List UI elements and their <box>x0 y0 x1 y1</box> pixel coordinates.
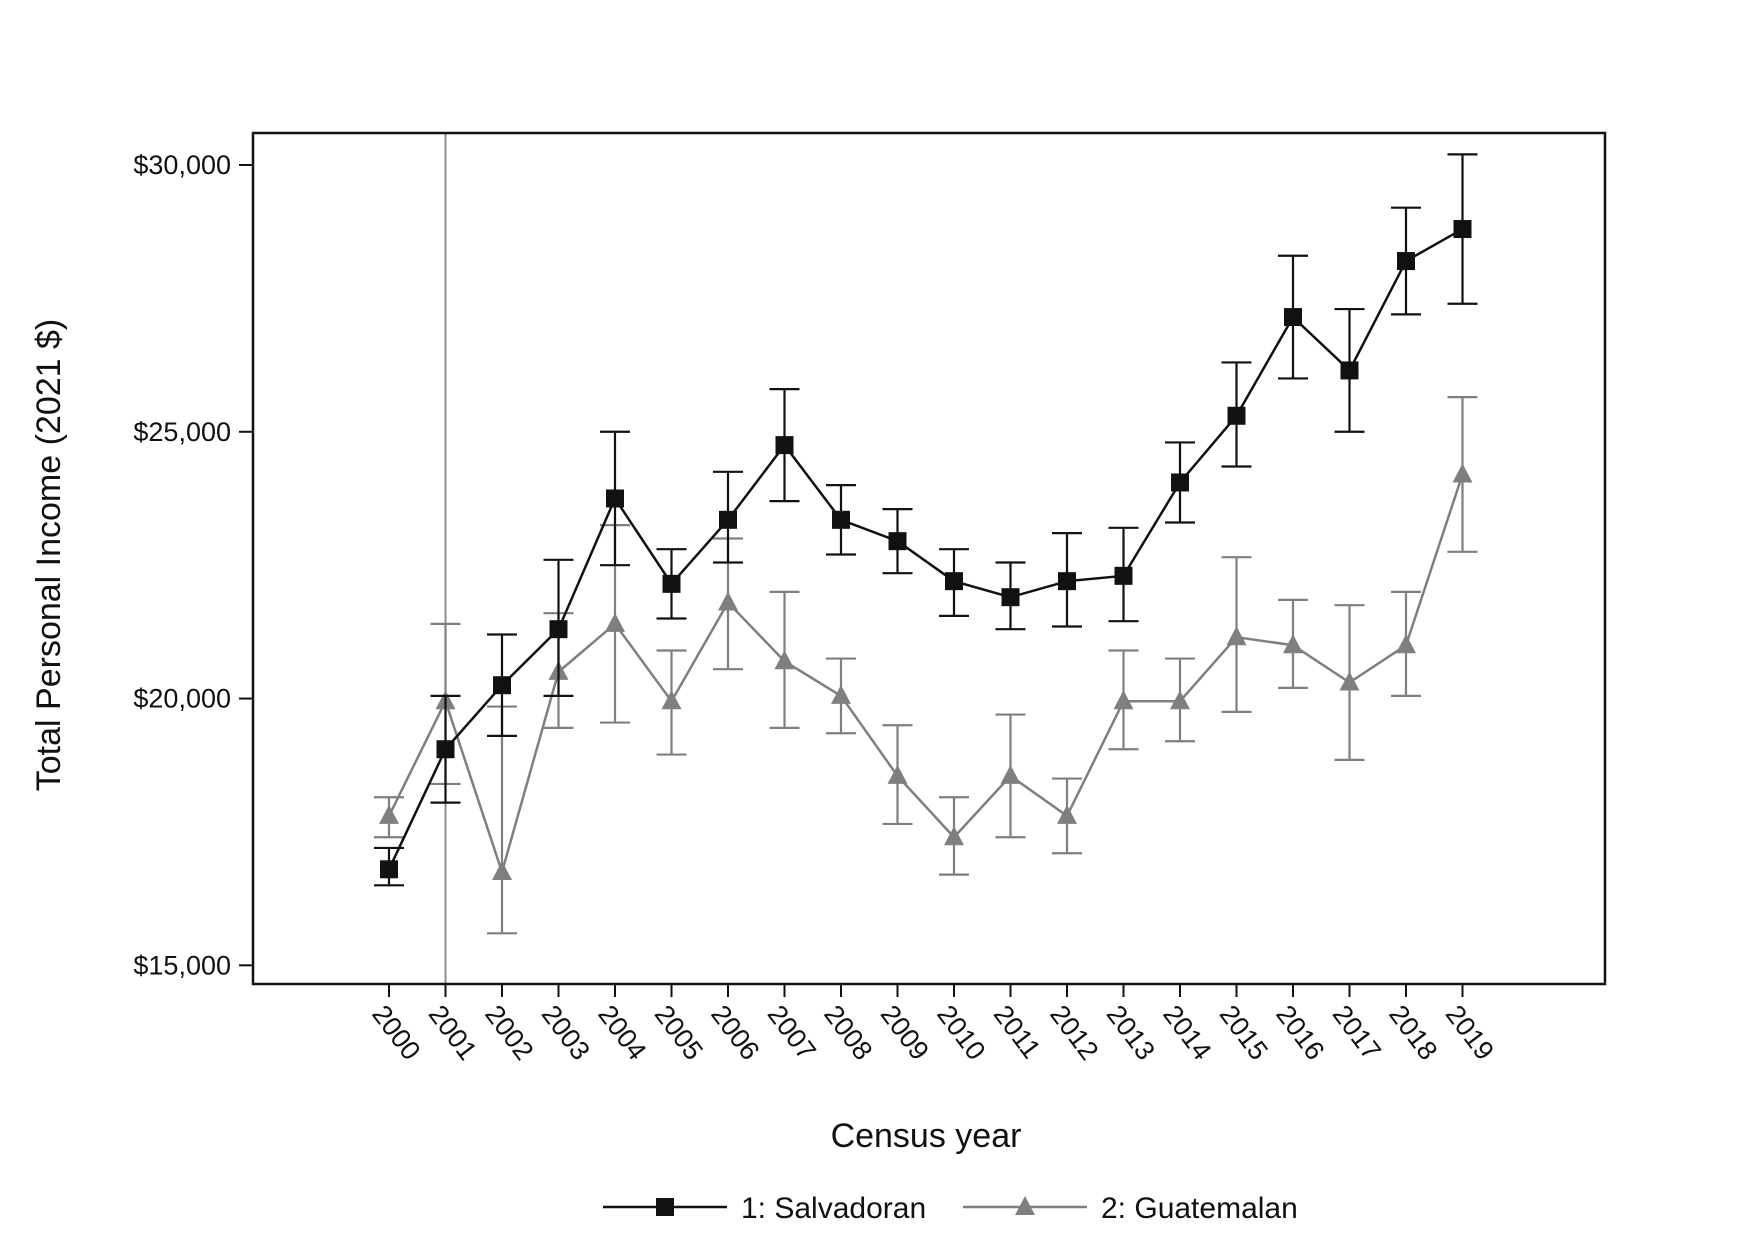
data-point <box>945 572 963 591</box>
data-point <box>662 574 681 593</box>
data-point <box>606 489 624 508</box>
data-point <box>1114 566 1133 585</box>
legend-label-salvadoran: 1: Salvadoran <box>741 1192 926 1225</box>
data-point <box>1397 252 1415 271</box>
legend: 1: Salvadoran 2: Guatemalan <box>603 1192 1298 1225</box>
data-point <box>549 620 568 639</box>
data-point <box>1000 764 1021 784</box>
data-point <box>1057 804 1077 824</box>
data-point <box>1058 572 1076 591</box>
data-point <box>1226 626 1247 646</box>
series-line <box>387 474 1464 877</box>
series-salvadoran <box>374 153 1478 887</box>
data-point <box>774 650 795 670</box>
y-tick-label: $20,000 <box>133 684 231 714</box>
legend-triangle-marker <box>1015 1196 1035 1215</box>
data-point <box>1339 671 1360 691</box>
data-point <box>1453 220 1472 239</box>
y-tick-label: $30,000 <box>133 150 231 180</box>
data-point <box>661 690 682 710</box>
data-point <box>605 612 625 632</box>
plot-frame <box>251 131 1607 986</box>
data-point <box>1113 690 1134 710</box>
data-point <box>1001 588 1020 607</box>
legend-item-salvadoran: 1: Salvadoran <box>603 1192 926 1225</box>
data-point <box>492 860 512 880</box>
y-axis-title: Total Personal Income (2021 $) <box>30 319 68 791</box>
series-line <box>387 227 1464 870</box>
data-point <box>719 510 737 529</box>
data-point <box>1283 634 1303 654</box>
data-point <box>1340 361 1359 380</box>
x-axis-title: Census year <box>831 1117 1022 1155</box>
data-point <box>1396 634 1416 654</box>
data-point <box>1171 473 1189 492</box>
y-tick-label: $25,000 <box>133 417 231 447</box>
y-axis: $15,000 $20,000 $25,000 $30,000 <box>133 150 253 980</box>
data-point <box>436 740 455 759</box>
data-point <box>887 764 908 784</box>
legend-square-marker <box>656 1198 674 1216</box>
plot-layer <box>374 133 1478 984</box>
data-point <box>718 591 738 611</box>
y-tick-label: $15,000 <box>133 950 231 980</box>
data-point <box>944 826 964 846</box>
data-point <box>888 532 907 551</box>
data-point <box>832 510 850 529</box>
data-point <box>775 436 794 455</box>
data-point <box>1170 690 1190 710</box>
legend-label-guatemalan: 2: Guatemalan <box>1101 1192 1298 1225</box>
data-point <box>1452 463 1473 483</box>
data-point <box>831 684 851 704</box>
data-point <box>380 860 398 879</box>
data-point <box>379 804 399 824</box>
data-point <box>1284 308 1302 327</box>
data-point <box>493 676 511 695</box>
data-point <box>1227 406 1246 425</box>
legend-item-guatemalan: 2: Guatemalan <box>963 1192 1298 1225</box>
